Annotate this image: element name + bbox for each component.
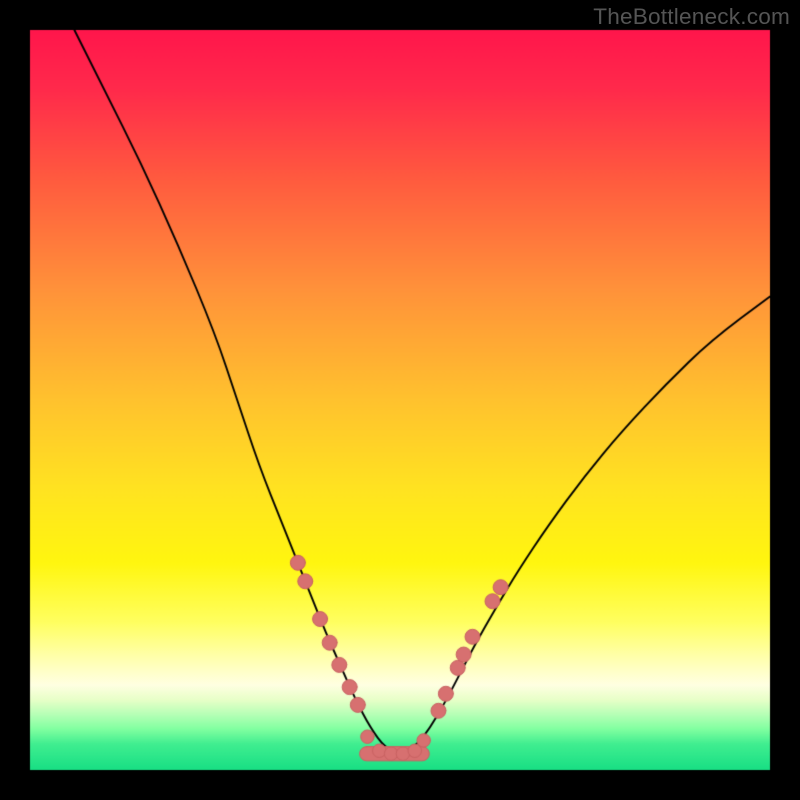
stage: TheBottleneck.com bbox=[0, 0, 800, 800]
bottleneck-chart-canvas bbox=[0, 0, 800, 800]
watermark-text: TheBottleneck.com bbox=[593, 4, 790, 30]
